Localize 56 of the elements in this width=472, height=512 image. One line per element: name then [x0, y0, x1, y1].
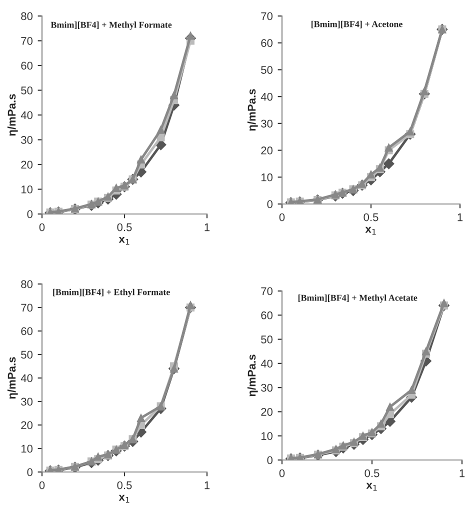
- y-tick-label: 0: [267, 200, 273, 208]
- x-tick-label: 0: [39, 481, 45, 490]
- x-axis-title: x$_{1}$: [118, 494, 130, 503]
- y-axis-title: η/mPa.s: [7, 357, 18, 399]
- x-tick-label: 0.5: [117, 481, 132, 490]
- x-tick-label: 0: [279, 213, 285, 222]
- y-tick-label: 10: [21, 186, 33, 194]
- y-axis-title: η/mPa.s: [247, 89, 258, 131]
- y-tick-label: 40: [260, 360, 273, 368]
- y-tick-label: 60: [21, 62, 33, 70]
- y-tick-label: 40: [20, 374, 33, 382]
- x-tick-label: 1: [204, 223, 210, 232]
- text: Bmim][BF4] + Methyl Formate: [50, 22, 172, 30]
- chart-title: [Bmim][BF4] + Acetone: [311, 20, 402, 28]
- y-axis-title: η/mPa.s: [7, 94, 18, 136]
- y-tick-label: 70: [261, 12, 273, 20]
- x-tick-label: 0: [279, 469, 285, 478]
- y-tick-label: 60: [261, 311, 273, 320]
- y-tick-label: 50: [21, 86, 33, 94]
- y-tick-label: 30: [261, 384, 273, 392]
- x-axis-title: x$_{1}$: [365, 226, 376, 235]
- y-tick-label: 30: [21, 136, 33, 144]
- y-tick-label: 60: [21, 327, 33, 336]
- y-tick-label: 10: [21, 444, 33, 453]
- y-tick-label: 80: [21, 12, 33, 20]
- y-axis-title: η/mPa.s: [247, 354, 258, 396]
- y-tick-label: 0: [267, 456, 273, 464]
- y-tick-label: 40: [20, 111, 33, 120]
- x-tick-label: 0.5: [117, 223, 132, 232]
- y-tick-label: 20: [261, 408, 273, 416]
- x-axis-title: x$_{1}$: [366, 482, 377, 491]
- y-tick-label: 70: [261, 287, 273, 296]
- y-tick-label: 70: [21, 37, 33, 45]
- y-tick-label: 20: [21, 421, 33, 430]
- y-tick-label: 30: [21, 398, 33, 406]
- x-tick-label: 1: [458, 213, 463, 222]
- y-tick-label: 60: [261, 39, 273, 47]
- y-tick-label: 70: [21, 304, 33, 312]
- x-tick-label: 1: [460, 469, 465, 478]
- y-tick-label: 20: [261, 146, 273, 154]
- y-tick-label: 50: [261, 336, 273, 344]
- y-tick-label: 10: [261, 432, 273, 440]
- x-tick-label: 0.5: [364, 469, 380, 478]
- x-tick-label: 0.5: [364, 213, 378, 222]
- chart-title: [Bmim][BF4] + Methyl Acetate: [298, 294, 418, 303]
- x-axis-title: x$_{1}$: [118, 236, 130, 245]
- x-tick-label: 0: [39, 223, 45, 232]
- y-tick-label: 30: [261, 120, 273, 128]
- y-tick-label: 80: [21, 280, 33, 288]
- y-tick-label: 10: [261, 173, 273, 182]
- y-tick-label: 40: [260, 92, 273, 101]
- chart-title: [Bmim][BF4] + Ethyl Formate: [53, 288, 170, 298]
- y-tick-label: 50: [261, 66, 273, 74]
- y-tick-label: 20: [21, 160, 33, 169]
- x-tick-label: 1: [204, 481, 210, 490]
- y-tick-label: 50: [21, 350, 33, 359]
